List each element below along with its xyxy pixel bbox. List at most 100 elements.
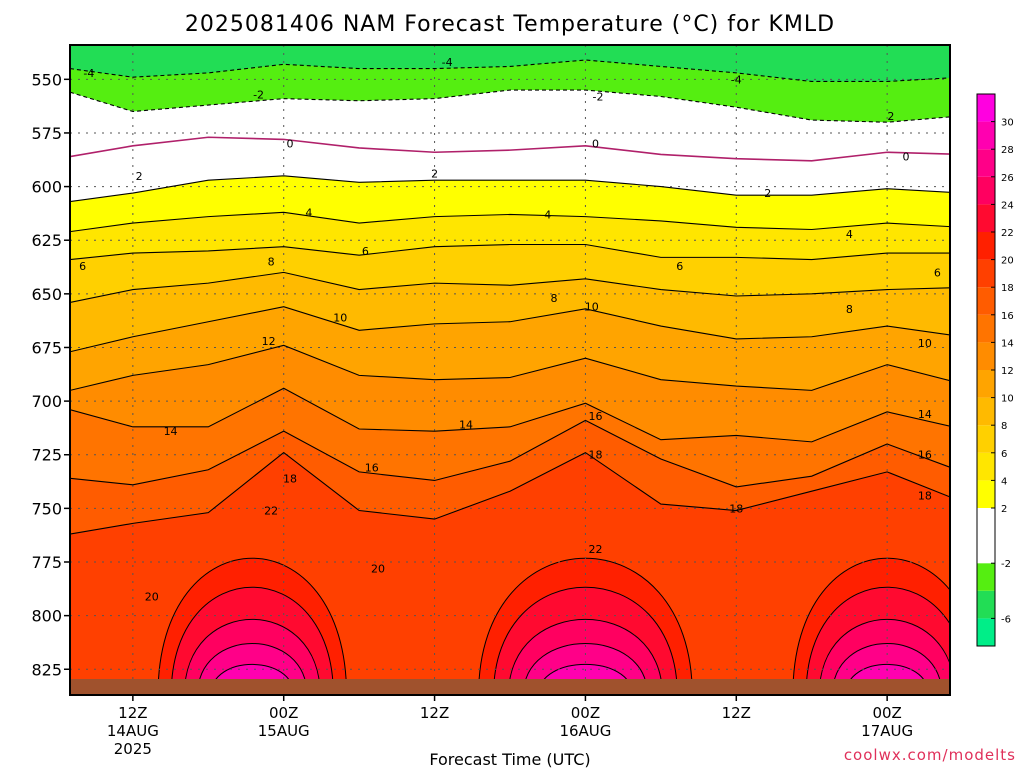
xtick-date-72: 17AUG [861,722,913,740]
band-8 [70,272,950,352]
ytick-label-550: 550 [31,70,62,89]
colorbar-swatch-2 [977,480,995,508]
colorbar-swatch--4 [977,563,995,591]
isotherm-label-20: 8 [551,292,558,305]
xtick-label-36: 12Z [420,704,449,722]
colorbar-swatch-26 [977,149,995,177]
xtick-date-48: 16AUG [559,722,611,740]
isotherm-lines [70,59,950,535]
isotherm-label-26: 14 [164,425,178,438]
colorbar-swatch-14 [977,314,995,343]
colorbar-label-26: 26 [1001,173,1014,184]
isotherm-label-25: 12 [262,335,276,348]
colorbar-swatch-16 [977,287,995,315]
colorbar-label-6: 6 [1001,449,1007,460]
isotherm-label-17: 6 [676,260,683,273]
isotherm-label-5: 2 [887,110,894,123]
isotherm-label-10: 2 [431,168,438,181]
isotherm-0 [70,136,950,162]
xtick-label-12: 12Z [118,704,147,722]
isotherm-label-28: 14 [918,408,932,421]
isotherm-label-0: -4 [83,67,94,80]
colorbar-swatch-30 [977,94,995,122]
colorbar-label-12: 12 [1001,366,1014,377]
colorbar-label-24: 24 [1001,200,1014,211]
isotherm-10 [70,306,950,353]
colorbar-swatch--6 [977,590,995,619]
isotherm-label-36: 20 [145,590,159,603]
colorbar-swatch-20 [977,232,995,260]
colorbar-label-4: 4 [1001,476,1007,487]
colorbar-swatch--2 [977,535,995,564]
isotherm-label-2: -4 [731,73,742,86]
isotherm-label-4: -2 [593,90,604,103]
near-surface-warm-maxima [157,557,950,695]
isotherm--2 [70,89,950,123]
isotherm-label-22: 10 [333,311,347,324]
y-axis: 550 575 600 625 650 675 700 725 750 775 800 825 [31,70,70,679]
ytick-label-600: 600 [31,178,62,197]
isotherm-label-23: 10 [585,301,599,314]
colorbar-swatch-0 [977,508,995,536]
isotherm-label-34: 18 [729,502,743,515]
isotherm-label-24: 10 [918,337,932,350]
band--2 [70,90,950,161]
colorbar-swatch-6 [977,425,995,453]
isotherm-16 [70,419,950,488]
isotherm-label-30: 16 [588,410,602,423]
colorbar-label-10: 10 [1001,394,1014,405]
isotherm-14 [70,387,950,443]
ytick-label-575: 575 [31,124,62,143]
isotherm-12 [70,344,950,391]
isotherm-label-19: 8 [268,256,275,269]
isotherm-label-15: 6 [79,260,86,273]
colorbar-label-8: 8 [1001,421,1007,432]
terrain-bar [70,679,950,695]
isotherm-label-33: 18 [588,449,602,462]
isotherm-label-11: 2 [764,187,771,200]
ytick-label-625: 625 [31,231,62,250]
ytick-label-650: 650 [31,285,62,304]
colorbar-label-22: 22 [1001,228,1014,239]
colorbar-swatch-10 [977,370,995,398]
colorbar-label-28: 28 [1001,145,1014,156]
colorbar-swatch-4 [977,452,995,481]
ytick-label-750: 750 [31,499,62,518]
grid-lines [70,45,950,695]
isotherm-label-27: 14 [459,419,473,432]
isotherm-label-8: 0 [903,151,910,164]
isotherm-label-31: 16 [918,449,932,462]
colorbar-label--2: -2 [1001,559,1011,570]
isotherm-label-29: 16 [365,462,379,475]
xtick-label-48: 00Z [571,704,600,722]
credit-text: coolwx.com/modelts [844,746,1016,764]
xtick-label-24: 00Z [269,704,298,722]
band-10 [70,306,950,391]
isotherm-label-14: 4 [846,228,853,241]
band-6 [70,244,950,303]
colorbar-label-16: 16 [1001,311,1014,322]
plot-frame [69,44,951,696]
isotherm-label-13: 4 [544,208,551,221]
ytick-label-675: 675 [31,338,62,357]
chart-title: 2025081406 NAM Forecast Temperature (°C)… [185,12,835,37]
colorbar-swatch-18 [977,259,995,288]
isotherm-4 [70,211,950,233]
colorbar-label-30: 30 [1001,118,1014,129]
isotherm-label-32: 18 [283,472,297,485]
xtick-date-24: 15AUG [258,722,310,740]
ytick-label-775: 775 [31,553,62,572]
band-0 [70,137,950,202]
isotherm-label-21: 8 [846,303,853,316]
xtick-label-72: 00Z [872,704,901,722]
isotherm-label-9: 2 [136,170,143,183]
temperature-fills [70,45,950,695]
band-14 [70,388,950,487]
band-12 [70,345,950,442]
colorbar-label--6: -6 [1001,614,1011,625]
ytick-label-725: 725 [31,446,62,465]
